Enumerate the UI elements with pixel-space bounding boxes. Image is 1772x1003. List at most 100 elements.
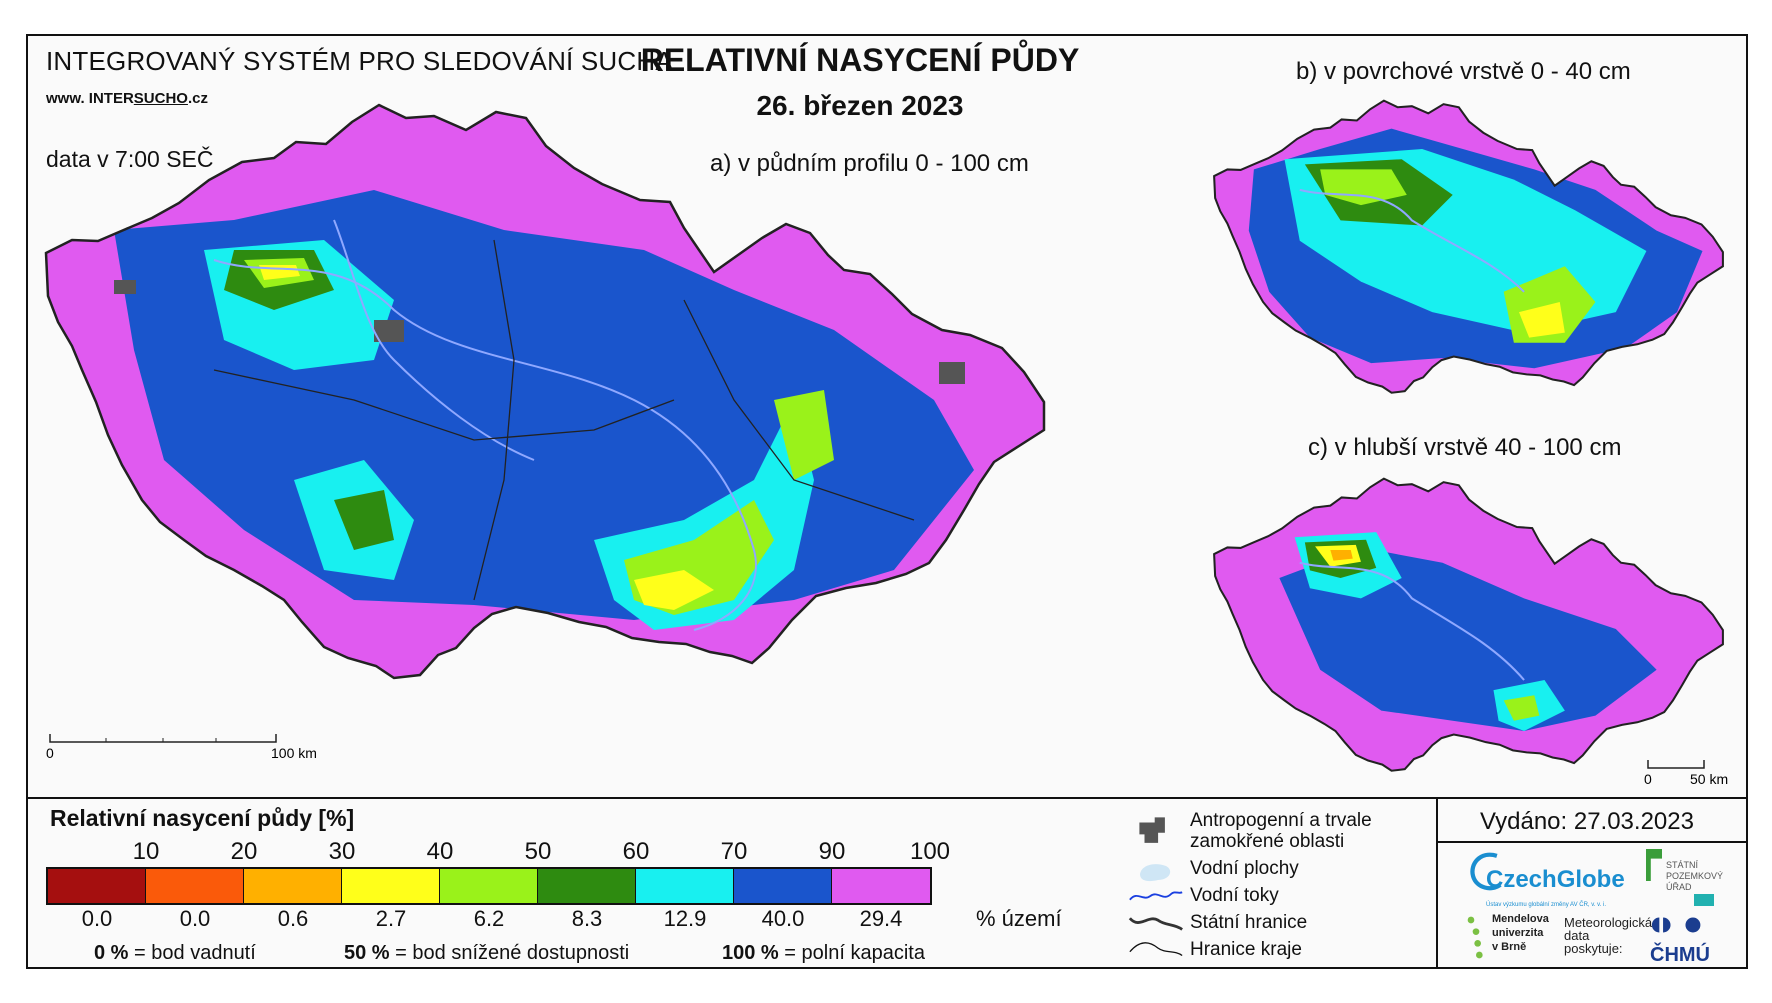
legend-threshold-label: 90 bbox=[818, 838, 846, 865]
symbol-water-bodies-label: Vodní plochy bbox=[1190, 858, 1299, 879]
spu-logo bbox=[1646, 849, 1662, 881]
issued-date: Vydáno: 27.03.2023 bbox=[1480, 808, 1694, 835]
czechglobe-name: CzechGlobe bbox=[1486, 866, 1625, 893]
map-a-scalebar: 0 100 km bbox=[46, 734, 317, 761]
lightgreen-zone-east bbox=[774, 390, 834, 480]
scale-small-end: 50 km bbox=[1690, 771, 1728, 787]
map-c-label: c) v hlubší vrstvě 40 - 100 cm bbox=[1308, 434, 1622, 461]
state-border bbox=[1213, 477, 1724, 772]
green-zone-south bbox=[334, 490, 394, 550]
legend-class-swatch bbox=[832, 869, 930, 903]
legend-separator bbox=[26, 797, 1748, 799]
system-name: INTEGROVANÝ SYSTÉM PRO SLEDOVÁNÍ SUCHA bbox=[46, 46, 673, 76]
note-value: 50 % bbox=[344, 942, 390, 964]
legend-class-swatch bbox=[538, 869, 636, 903]
url-prefix: www. INTER bbox=[46, 90, 134, 107]
legend-class-swatch bbox=[636, 869, 734, 903]
scale-small-start: 0 bbox=[1644, 771, 1652, 787]
note-text: = bod snížené dostupnosti bbox=[395, 942, 630, 964]
legend-class-swatch bbox=[146, 869, 244, 903]
river-vltava bbox=[333, 219, 535, 461]
legend-area-percentage: 0.6 bbox=[277, 906, 309, 931]
symbol-region-border-label: Hranice kraje bbox=[1190, 939, 1302, 960]
state-border bbox=[44, 103, 1046, 680]
river-network bbox=[213, 259, 757, 631]
czechglobe-logo bbox=[1470, 852, 1502, 891]
spu-mark bbox=[1694, 894, 1714, 906]
blue-zone bbox=[1279, 547, 1657, 731]
lightgreen-zone-nw bbox=[1320, 169, 1407, 206]
symbol-streams-label: Vodní toky bbox=[1190, 885, 1279, 906]
issued-separator bbox=[1436, 841, 1748, 843]
region-border bbox=[213, 369, 675, 441]
symbol-urban-label: Antropogenní a trvale zamokřené oblasti bbox=[1190, 810, 1372, 852]
legend-class-swatch bbox=[48, 869, 146, 903]
legend-title: Relativní nasycení půdy [%] bbox=[50, 805, 355, 831]
legend-area-percentage: 6.2 bbox=[473, 906, 505, 931]
region-border bbox=[683, 299, 915, 521]
scale-end: 100 km bbox=[271, 745, 317, 761]
chmu-name: ČHMÚ bbox=[1650, 944, 1710, 966]
legend-class-swatch bbox=[440, 869, 538, 903]
legend-threshold-label: 10 bbox=[132, 838, 160, 865]
note-text: = bod vadnutí bbox=[134, 942, 256, 964]
note-field-capacity: 100 % = polní kapacita bbox=[722, 942, 925, 965]
chmu-logo bbox=[1651, 917, 1701, 933]
map-small-scalebar: 0 50 km bbox=[1644, 760, 1728, 787]
region-border bbox=[473, 239, 515, 601]
legend-vertical-separator bbox=[1436, 797, 1438, 969]
orange-zone-nw bbox=[1330, 549, 1353, 561]
website-url[interactable]: www. INTERSUCHO.cz bbox=[46, 90, 208, 107]
meteo-text: Meteorologická data poskytuje: bbox=[1564, 915, 1653, 956]
map-a-soil-profile bbox=[44, 103, 1046, 680]
map-b-label: b) v povrchové vrstvě 0 - 40 cm bbox=[1296, 58, 1631, 85]
data-time: data v 7:00 SEČ bbox=[46, 146, 214, 172]
legend-area-percentage: 29.4 bbox=[859, 906, 903, 931]
czechglobe-subtitle: Ústav výzkumu globální změny AV ČR, v. v… bbox=[1486, 902, 1607, 908]
mendel-name: Mendelova univerzita v Brně bbox=[1492, 913, 1549, 953]
scale-start: 0 bbox=[46, 745, 54, 761]
urban-area-ostrava bbox=[939, 362, 965, 384]
region-border-icon bbox=[1129, 942, 1183, 957]
urban-area-icon bbox=[1139, 817, 1165, 843]
legend-threshold-label: 50 bbox=[524, 838, 552, 865]
note-value: 0 % bbox=[94, 942, 129, 964]
legend-threshold-label: 70 bbox=[720, 838, 748, 865]
legend-area-percentage: 12.9 bbox=[663, 906, 707, 931]
map-c-deep-layer bbox=[1213, 477, 1724, 772]
legend-area-percentage: 40.0 bbox=[761, 906, 805, 931]
legend-area-percentage: 2.7 bbox=[375, 906, 407, 931]
note-wilting-point: 0 % = bod vadnutí bbox=[94, 942, 256, 965]
legend-class-swatch bbox=[734, 869, 832, 903]
river-network bbox=[1299, 561, 1525, 681]
yellow-zone-se bbox=[1518, 301, 1565, 338]
map-date: 26. březen 2023 bbox=[756, 90, 964, 121]
legend-threshold-label: 30 bbox=[328, 838, 356, 865]
url-highlight: SUCHO bbox=[133, 90, 188, 107]
symbol-state-border-label: Státní hranice bbox=[1190, 912, 1308, 933]
state-border bbox=[1213, 99, 1724, 394]
note-reduced-availability: 50 % = bod snížené dostupnosti bbox=[344, 942, 629, 965]
legend-threshold-label: 20 bbox=[230, 838, 258, 865]
note-text: = polní kapacita bbox=[784, 942, 925, 964]
river-network bbox=[1299, 188, 1525, 293]
spu-name: STÁTNÍ POZEMKOVÝ ÚŘAD bbox=[1666, 860, 1724, 892]
note-value: 100 % bbox=[722, 942, 779, 964]
legend-area-percentage: 8.3 bbox=[571, 906, 603, 931]
map-b-surface-layer bbox=[1213, 99, 1724, 394]
map-title: RELATIVNÍ NASYCENÍ PŮDY bbox=[640, 42, 1080, 78]
legend-color-bar bbox=[46, 867, 932, 905]
legend-threshold-label: 100 bbox=[909, 838, 951, 865]
mendel-logo bbox=[1467, 916, 1483, 959]
url-suffix: .cz bbox=[187, 90, 208, 107]
state-border-icon bbox=[1128, 917, 1183, 931]
urban-area-west bbox=[114, 280, 136, 294]
water-body-icon bbox=[1140, 864, 1171, 882]
stream-icon bbox=[1129, 891, 1183, 901]
legend-area-percentage: 0.0 bbox=[179, 906, 211, 931]
lightgreen-zone-se bbox=[1503, 695, 1540, 721]
map-a-label: a) v půdním profilu 0 - 100 cm bbox=[710, 150, 1029, 177]
yellow-zone-se bbox=[634, 570, 714, 610]
legend-threshold-label: 60 bbox=[622, 838, 650, 865]
legend-area-percentage: 0.0 bbox=[81, 906, 113, 931]
